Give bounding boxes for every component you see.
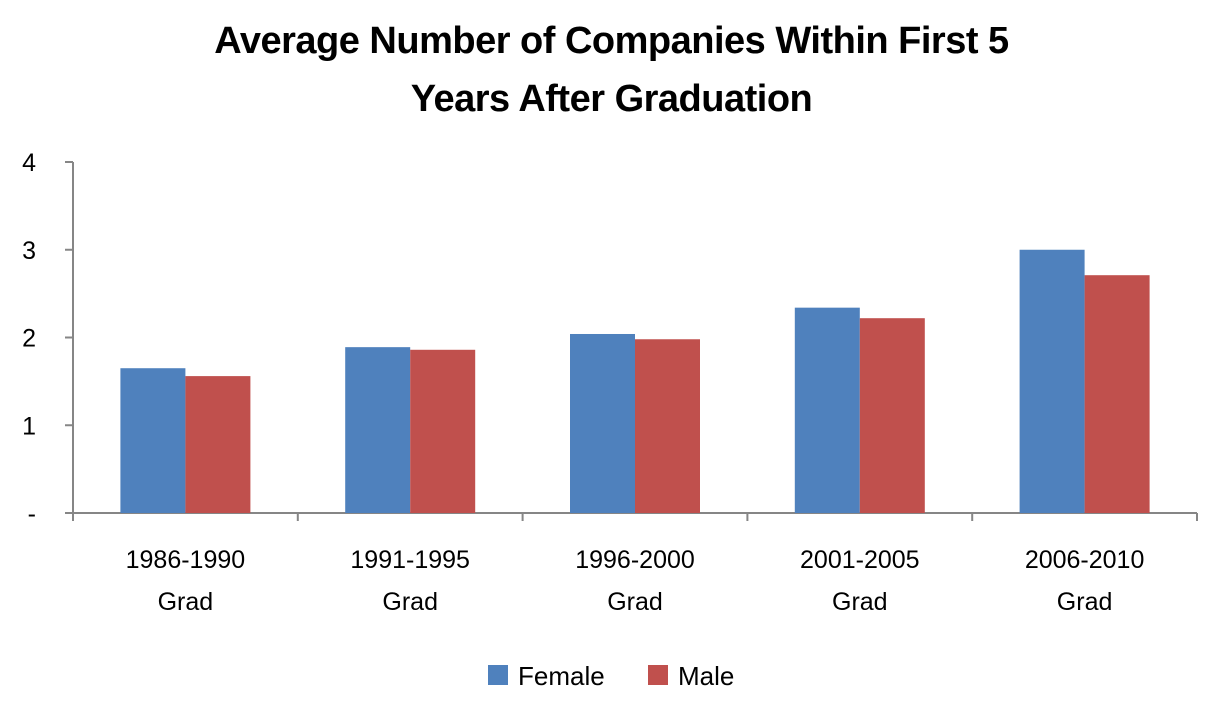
legend-label-female: Female: [518, 661, 605, 691]
x-tick-label: Grad: [382, 588, 438, 616]
chart-title-line-1: Average Number of Companies Within First…: [214, 20, 1009, 62]
x-axis: 1986-1990 Grad 1991-1995 Grad 1996-2000 Grad 2…: [65, 512, 1198, 616]
x-tick-label: Grad: [607, 588, 663, 616]
bars: [120, 249, 1150, 513]
y-tick-label: -: [28, 500, 36, 528]
y-tick-label: 3: [22, 237, 36, 265]
y-tick-label: 2: [22, 325, 36, 353]
x-tick-label: 2006-2010: [1025, 546, 1145, 574]
bar-male: [635, 339, 700, 513]
legend-swatch-female: [488, 665, 508, 685]
x-tick-label: Grad: [158, 588, 214, 616]
bar-female: [345, 347, 411, 513]
x-tick-label: 2001-2005: [800, 546, 920, 574]
x-tick-label: 1996-2000: [575, 546, 695, 574]
x-tick-label: Grad: [1057, 588, 1113, 616]
bar-female: [120, 368, 186, 513]
x-tick-label: 1991-1995: [350, 546, 470, 574]
x-tick-label: Grad: [832, 588, 888, 616]
legend: Female Male: [488, 661, 734, 691]
bar-male: [185, 376, 251, 513]
bar-female: [1019, 249, 1085, 513]
chart-title-line-2: Years After Graduation: [410, 78, 813, 120]
bar-female: [570, 333, 635, 513]
legend-swatch-male: [648, 665, 668, 685]
chart-title: Average Number of Companies Within First…: [0, 12, 1223, 128]
y-tick-label: 1: [22, 412, 36, 440]
legend-label-male: Male: [678, 661, 734, 691]
bar-female: [794, 307, 860, 513]
x-tick-label: 1986-1990: [126, 546, 246, 574]
y-tick-label: 4: [22, 149, 36, 177]
bar-male: [859, 318, 925, 513]
y-axis: - 1 2 3 4: [22, 149, 74, 528]
bar-male: [410, 349, 476, 513]
bar-male: [1084, 275, 1150, 513]
